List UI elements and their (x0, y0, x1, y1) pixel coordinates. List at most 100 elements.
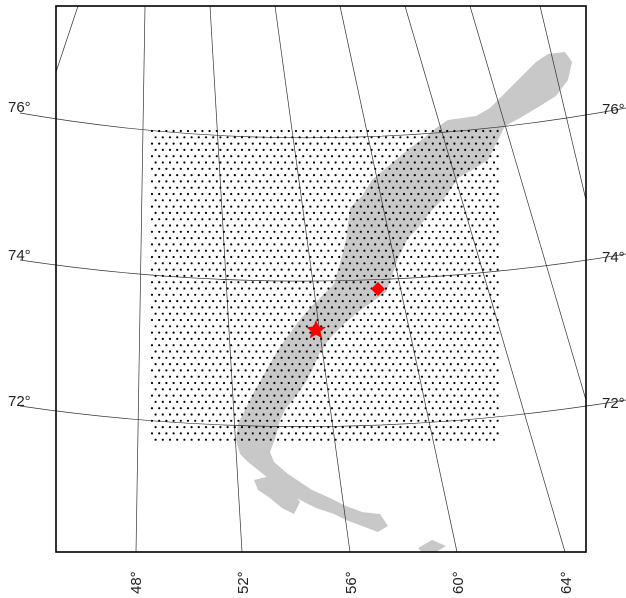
grid-point (320, 375, 323, 378)
grid-point (222, 432, 226, 435)
grid-point (194, 142, 197, 145)
grid-point (230, 243, 233, 246)
grid-point (334, 312, 337, 315)
grid-point (420, 249, 424, 252)
meridian-48 (135, 5, 146, 553)
grid-point (446, 205, 449, 208)
grid-point (338, 419, 341, 422)
grid-point (482, 268, 485, 271)
grid-point (471, 312, 474, 315)
grid-point (377, 186, 380, 189)
grid-point (255, 375, 258, 378)
grid-point (219, 237, 222, 240)
grid-point (302, 306, 305, 309)
grid-point (255, 312, 258, 315)
grid-point (338, 155, 341, 158)
grid-point (280, 167, 283, 170)
grid-point (464, 438, 467, 441)
grid-point (226, 413, 229, 416)
grid-point (258, 167, 262, 170)
grid-point (233, 262, 236, 265)
grid-point (471, 161, 474, 164)
grid-point (312, 312, 316, 315)
grid-point (266, 344, 269, 347)
grid-point (186, 129, 190, 133)
grid-point (312, 337, 316, 340)
grid-point (280, 306, 283, 309)
grid-point (255, 337, 258, 340)
grid-point (456, 426, 460, 429)
grid-point (438, 381, 442, 385)
grid-point (489, 268, 492, 271)
grid-point (402, 155, 406, 158)
grid-point (327, 363, 330, 366)
grid-point (161, 274, 164, 277)
grid-point (226, 438, 229, 441)
grid-point (233, 312, 236, 315)
grid-point (496, 281, 499, 284)
grid-point (334, 287, 337, 290)
grid-point (240, 237, 244, 240)
grid-point (248, 224, 251, 227)
grid-point (165, 155, 168, 158)
grid-point (284, 337, 287, 340)
grid-point (359, 255, 362, 259)
grid-point (399, 274, 402, 277)
grid-point (305, 413, 308, 416)
grid-point (496, 293, 499, 296)
grid-point (370, 148, 373, 151)
grid-point (485, 325, 488, 328)
grid-point (348, 224, 352, 227)
grid-point (449, 237, 452, 240)
grid-point (197, 211, 200, 214)
grid-point (176, 388, 179, 391)
grid-point (406, 148, 409, 151)
grid-point (327, 337, 330, 340)
grid-point (226, 274, 229, 277)
grid-point (496, 243, 499, 246)
grid-point (417, 318, 420, 322)
grid-point (377, 274, 380, 277)
grid-point (381, 180, 384, 183)
grid-point (410, 381, 413, 385)
grid-point (395, 142, 398, 145)
grid-point (161, 337, 164, 340)
grid-point (176, 363, 179, 366)
grid-point (496, 331, 499, 334)
grid-point (197, 438, 200, 441)
grid-point (489, 142, 492, 145)
grid-point (179, 369, 182, 372)
grid-point (312, 262, 316, 265)
grid-point (284, 199, 287, 202)
grid-point (276, 363, 280, 366)
grid-point (179, 142, 182, 145)
grid-point (392, 237, 395, 240)
grid-point (172, 344, 175, 347)
grid-point (377, 300, 380, 303)
grid-point (474, 293, 478, 296)
grid-point (420, 174, 424, 177)
grid-point (302, 180, 305, 183)
grid-point (197, 262, 200, 265)
grid-point (395, 180, 398, 183)
grid-point (240, 400, 244, 403)
grid-point (363, 400, 366, 403)
grid-point (194, 205, 197, 208)
grid-point (377, 199, 380, 202)
grid-point (258, 369, 262, 372)
grid-point (269, 249, 272, 252)
grid-point (392, 287, 395, 290)
grid-point (168, 375, 172, 378)
grid-point (186, 205, 190, 208)
grid-point (251, 293, 254, 296)
grid-point (273, 306, 276, 309)
grid-point (172, 205, 175, 208)
longitude-labels: 48° 52° 56° 60° 64° (128, 571, 575, 594)
grid-point (467, 381, 470, 385)
grid-point (179, 243, 182, 246)
grid-point (338, 129, 341, 133)
grid-point (201, 218, 204, 221)
grid-point (186, 230, 190, 233)
grid-point (460, 306, 463, 309)
grid-point (294, 369, 298, 372)
